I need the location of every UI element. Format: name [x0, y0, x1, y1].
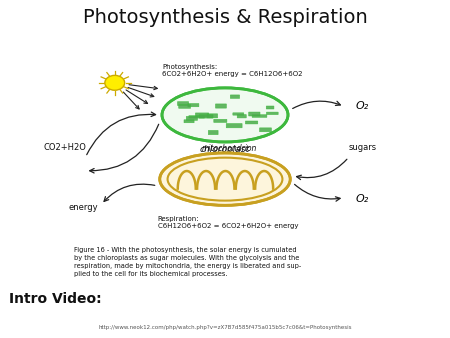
Text: CO2+H2O: CO2+H2O: [44, 143, 87, 151]
Text: mitochondrion: mitochondrion: [202, 144, 257, 153]
FancyBboxPatch shape: [260, 128, 271, 132]
Text: O₂: O₂: [356, 194, 369, 204]
Text: O₂: O₂: [356, 101, 369, 112]
FancyBboxPatch shape: [214, 119, 227, 122]
FancyBboxPatch shape: [245, 121, 258, 124]
Text: http://www.neok12.com/php/watch.php?v=zX7B7d585f475a015b5c7c06&t=Photosynthesis: http://www.neok12.com/php/watch.php?v=zX…: [98, 325, 352, 330]
FancyBboxPatch shape: [208, 130, 218, 135]
FancyBboxPatch shape: [249, 112, 260, 116]
Text: Photosynthesis & Respiration: Photosynthesis & Respiration: [83, 8, 367, 27]
FancyBboxPatch shape: [216, 104, 226, 108]
FancyBboxPatch shape: [199, 115, 213, 118]
FancyBboxPatch shape: [237, 115, 246, 118]
FancyBboxPatch shape: [186, 116, 198, 120]
Text: energy: energy: [68, 203, 98, 212]
Text: sugars: sugars: [348, 143, 376, 151]
FancyBboxPatch shape: [252, 115, 267, 117]
Text: Intro Video:: Intro Video:: [9, 292, 102, 306]
Text: chloroplast: chloroplast: [200, 145, 250, 154]
FancyBboxPatch shape: [188, 103, 199, 107]
FancyBboxPatch shape: [189, 116, 204, 118]
FancyBboxPatch shape: [233, 113, 244, 115]
FancyBboxPatch shape: [230, 95, 239, 98]
FancyBboxPatch shape: [195, 113, 209, 117]
FancyBboxPatch shape: [184, 120, 194, 123]
FancyBboxPatch shape: [179, 104, 191, 108]
FancyBboxPatch shape: [207, 114, 218, 118]
Text: Respiration:
C6H12O6+6O2 = 6CO2+6H2O+ energy: Respiration: C6H12O6+6O2 = 6CO2+6H2O+ en…: [158, 216, 298, 229]
FancyBboxPatch shape: [266, 106, 274, 109]
FancyBboxPatch shape: [266, 112, 278, 115]
Circle shape: [105, 75, 125, 90]
Ellipse shape: [162, 88, 288, 142]
Ellipse shape: [160, 153, 290, 205]
FancyBboxPatch shape: [177, 102, 189, 105]
Text: Photosynthesis:
6CO2+6H2O+ energy = C6H12O6+6O2: Photosynthesis: 6CO2+6H2O+ energy = C6H1…: [162, 64, 302, 77]
FancyBboxPatch shape: [226, 123, 242, 128]
Text: Figure 16 - With the photosynthesis, the solar energy is cumulated
by the chloro: Figure 16 - With the photosynthesis, the…: [74, 247, 302, 277]
